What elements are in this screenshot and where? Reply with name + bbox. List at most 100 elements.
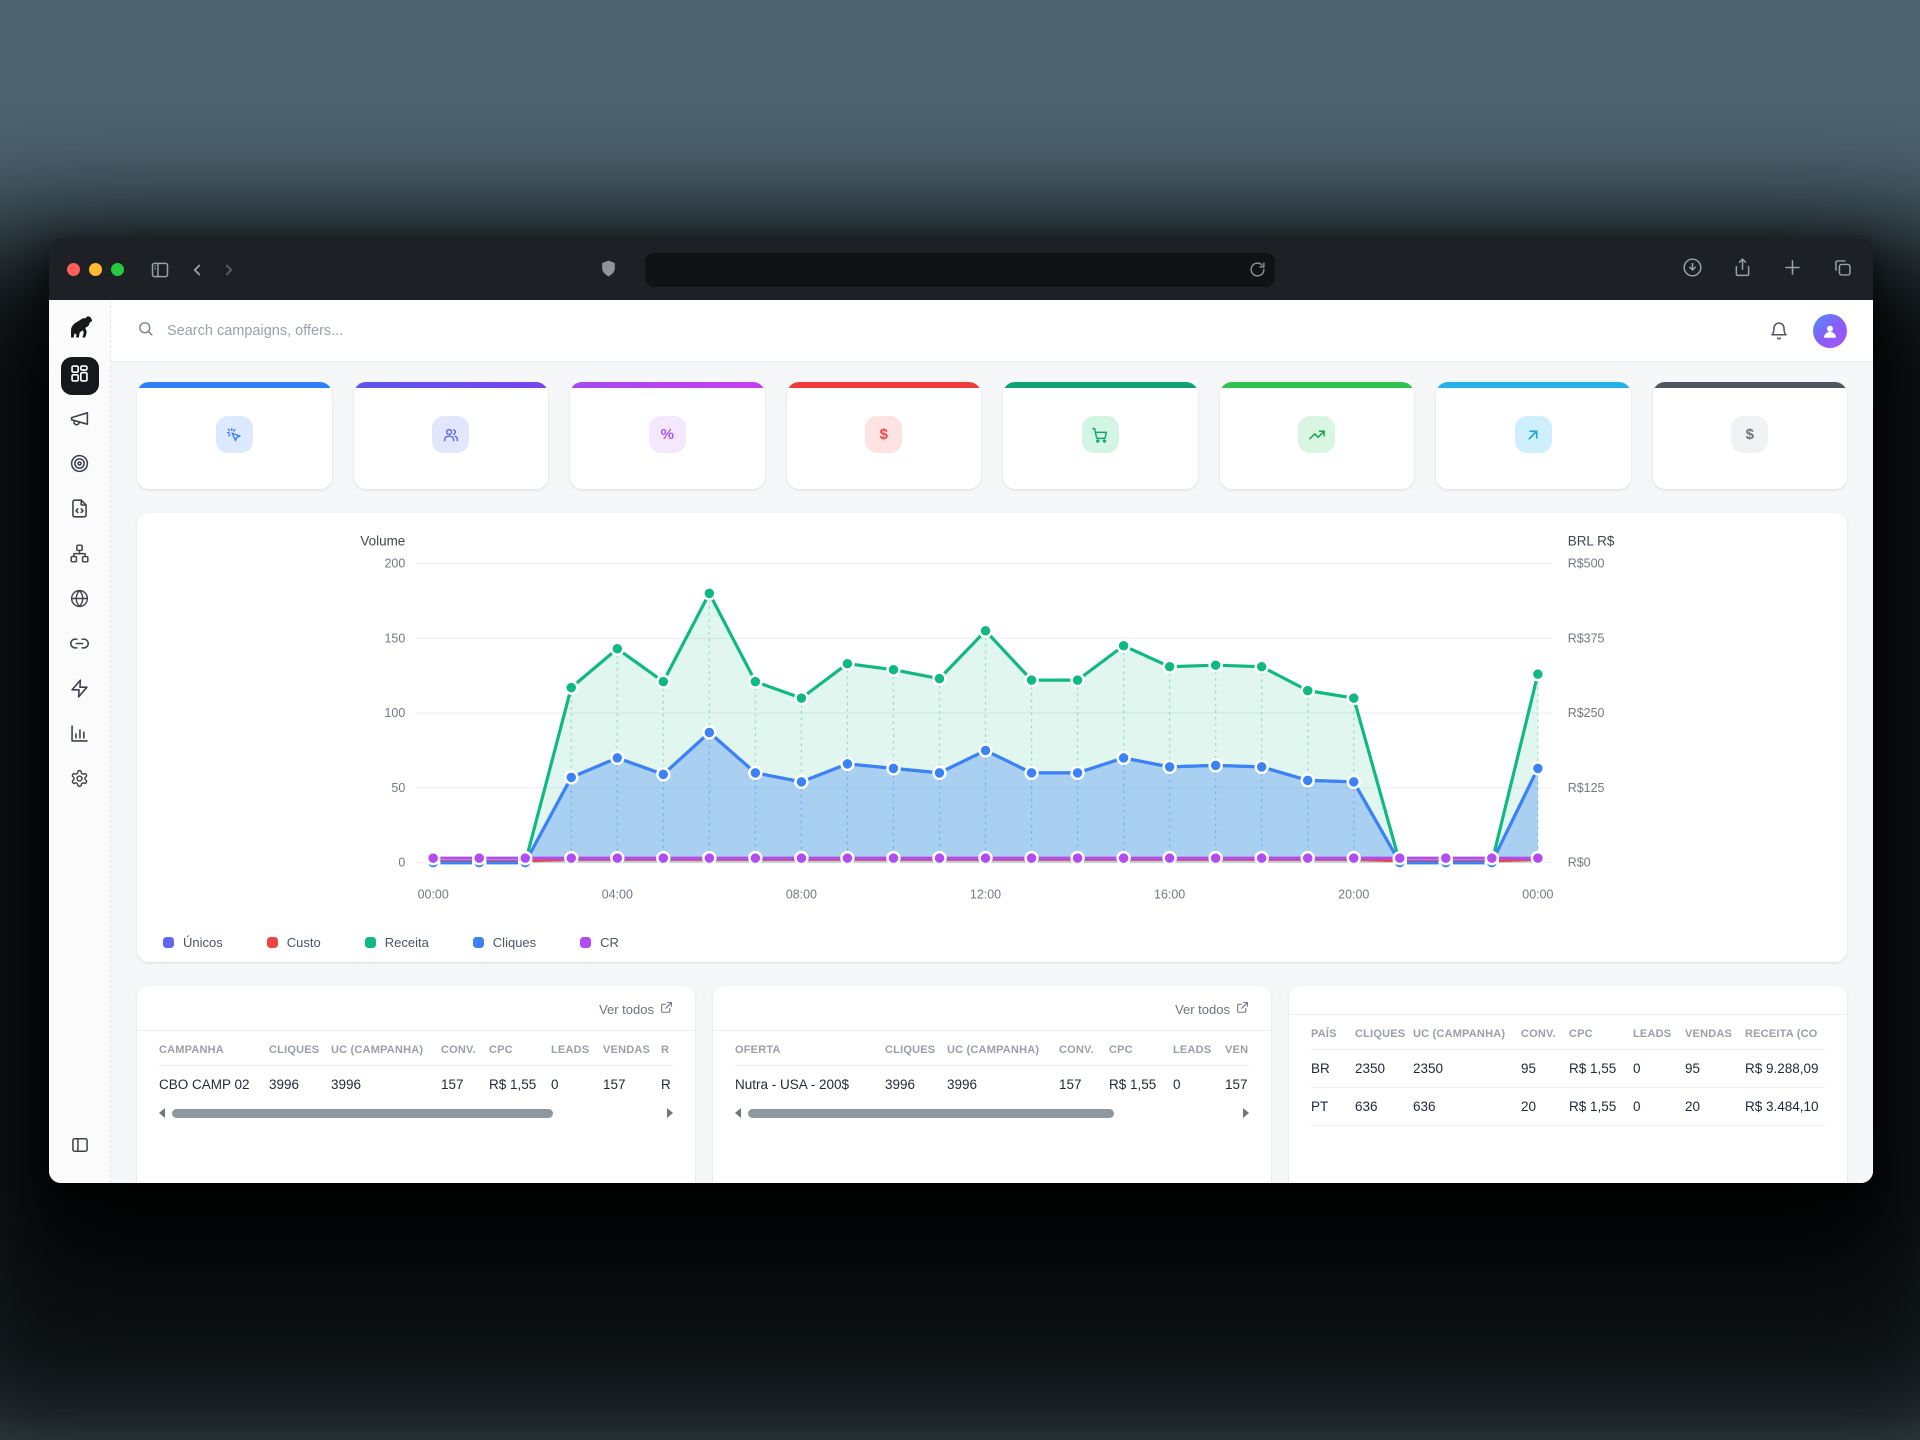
sidebar-item-links[interactable] [61,627,99,665]
forward-button[interactable] [220,261,238,279]
column-header[interactable]: CPC [1109,1031,1173,1066]
column-header[interactable]: LEADS [551,1031,603,1066]
legend-label: CR [600,935,619,950]
column-header[interactable]: R [661,1031,673,1066]
share-icon[interactable] [1732,257,1753,283]
table-cell: 3996 [269,1077,300,1092]
tabs-overview-icon[interactable] [1832,257,1853,283]
column-header[interactable]: PAÍS [1311,1015,1355,1050]
scroll-left-icon[interactable] [735,1108,741,1118]
legend-item-cr[interactable]: CR [580,935,619,950]
ver-todos-link[interactable]: Ver todos [1175,1001,1249,1017]
column-header[interactable]: CLIQUES [269,1031,331,1066]
dog-logo[interactable] [66,313,94,341]
column-header[interactable]: CONV. [1059,1031,1109,1066]
horizontal-scrollbar[interactable] [735,1108,1249,1118]
main-area: % $ $ 200R$500150R$375100R$25050R$1250R$… [111,300,1873,1183]
kpi-card-únicos[interactable] [353,382,548,489]
column-header[interactable]: LEADS [1173,1031,1225,1066]
column-header[interactable]: VENDAS [603,1031,661,1066]
kpi-card-roi[interactable] [1436,382,1631,489]
table-cell: 3996 [331,1077,362,1092]
minimize-window-button[interactable] [89,263,102,276]
column-header[interactable]: VENDAS [1685,1015,1745,1050]
column-header[interactable]: CLIQUES [885,1031,947,1066]
column-header[interactable]: CONV. [441,1031,489,1066]
shield-icon[interactable] [599,259,618,283]
column-header[interactable]: CLIQUES [1355,1015,1413,1050]
kpi-card-cliques[interactable] [137,382,332,489]
downloads-icon[interactable] [1682,257,1703,283]
table-row[interactable]: CBO CAMP 02 3996 3996 157 R$ 1,55 0 157 R [159,1066,673,1104]
legend-item-custo[interactable]: Custo [266,935,321,950]
svg-text:R$250: R$250 [1568,706,1605,720]
column-header[interactable]: OFERTA [735,1031,885,1066]
back-button[interactable] [188,261,206,279]
table-cell: 20 [1685,1087,1745,1126]
new-tab-icon[interactable] [1782,257,1803,283]
column-header[interactable]: CONV. [1521,1015,1569,1050]
horizontal-scrollbar[interactable] [159,1108,673,1118]
sidebar-item-landers[interactable] [61,492,99,530]
svg-text:16:00: 16:00 [1154,887,1185,901]
search-input[interactable] [165,321,595,340]
sidebar-item-reports[interactable] [61,717,99,755]
trend-up-icon [1298,416,1336,453]
table-card-oferta: Ver todos OFERTA CLIQUES UC (CAMPANHA) CONV… [713,986,1271,1183]
table-row[interactable]: PT 636 636 20 R$ 1,55 0 20 R$ 3.484,10 [1311,1087,1825,1126]
scroll-right-icon[interactable] [667,1108,673,1118]
kpi-card-epc[interactable]: $ [1652,382,1847,489]
table-cell: 157 [441,1077,464,1092]
sidebar-item-automation[interactable] [61,672,99,710]
table-row[interactable]: BR 2350 2350 95 R$ 1,55 0 95 R$ 9.288,09 [1311,1049,1825,1088]
table-row[interactable]: Nutra - USA - 200$ 3996 3996 157 R$ 1,55 0 157 [735,1066,1249,1104]
table-cell: PT [1311,1087,1355,1126]
maximize-window-button[interactable] [111,263,124,276]
column-header[interactable]: VENDAS [1225,1031,1249,1066]
sidebar-item-offers[interactable] [61,447,99,485]
sidebar-toggle-icon[interactable] [150,260,170,280]
legend-label: Custo [286,935,321,950]
panel-collapse-icon[interactable] [61,1126,99,1164]
table-cell: R$ 1,55 [1109,1077,1157,1092]
kpi-card-receita[interactable] [1003,382,1198,489]
scrollbar-thumb[interactable] [748,1108,1114,1118]
traffic-chart-card: 200 R$500 150 R$375 100 R$250 50 R$125 0 R$0 Volum… [137,513,1847,962]
sidebar-item-settings[interactable] [61,762,99,800]
kpi-card-custo[interactable]: $ [786,382,981,489]
address-bar[interactable] [645,253,1275,287]
kpi-card-lucro[interactable] [1219,382,1414,489]
scroll-left-icon[interactable] [159,1108,165,1118]
summary-tables-row: Ver todos CAMPANHA CLIQUES UC (CAMPANHA) CO… [137,986,1847,1183]
reload-icon[interactable] [1249,261,1266,283]
legend-swatch [163,937,174,948]
sidebar-item-domains[interactable] [61,582,99,620]
bell-icon[interactable] [1769,321,1789,341]
kpi-card-cr[interactable]: % [570,382,765,489]
column-header[interactable]: UC (CAMPANHA) [1413,1015,1521,1050]
column-header[interactable]: CPC [489,1031,551,1066]
column-header[interactable]: CAMPANHA [159,1031,269,1066]
close-window-button[interactable] [67,263,80,276]
scrollbar-thumb[interactable] [172,1108,553,1118]
column-header[interactable]: UC (CAMPANHA) [947,1031,1059,1066]
legend-item-cliques[interactable]: Cliques [472,935,536,950]
kpi-accent-bar [786,382,981,388]
legend-item-receita[interactable]: Receita [364,935,429,950]
legend-item-únicos[interactable]: Únicos [163,935,223,950]
column-header[interactable]: UC (CAMPANHA) [331,1031,441,1066]
column-header[interactable]: RECEITA (CO [1745,1015,1825,1050]
ver-todos-label: Ver todos [599,1001,654,1017]
scroll-right-icon[interactable] [1243,1108,1249,1118]
table-cell: 95 [1521,1049,1569,1088]
column-header[interactable]: LEADS [1633,1015,1685,1050]
sidebar-item-campaigns[interactable] [61,402,99,440]
sidebar-nav [60,357,99,807]
sidebar-item-flows[interactable] [61,537,99,575]
scrollbar-track[interactable] [172,1108,660,1118]
sidebar-item-dashboard[interactable] [60,357,99,395]
avatar[interactable] [1813,313,1847,348]
ver-todos-link[interactable]: Ver todos [599,1001,673,1017]
column-header[interactable]: CPC [1569,1015,1633,1050]
scrollbar-track[interactable] [748,1108,1236,1118]
